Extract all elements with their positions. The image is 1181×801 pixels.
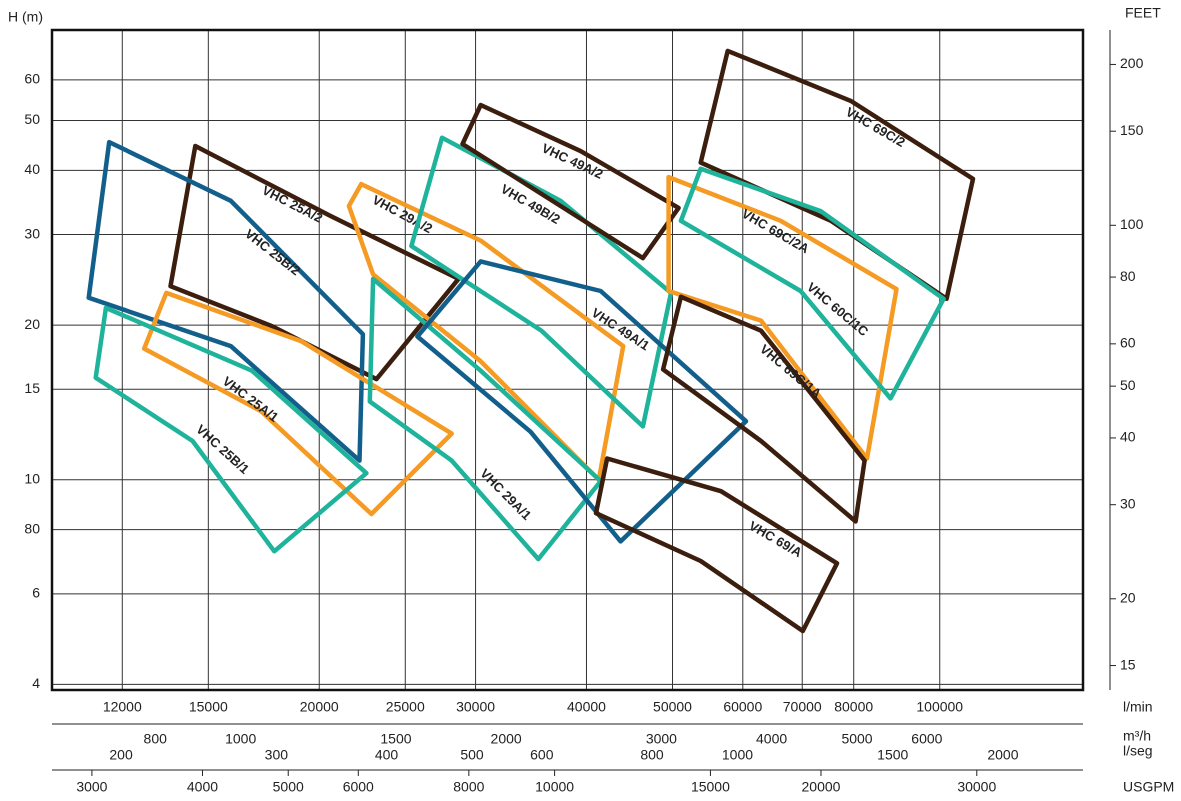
pump-envelope bbox=[698, 48, 976, 302]
x2-tick-label: 1500 bbox=[380, 731, 411, 747]
x2-tick-label: 300 bbox=[265, 747, 289, 763]
x-tick-label: 60000 bbox=[723, 699, 762, 715]
x-tick-label: 25000 bbox=[386, 699, 425, 715]
envelope-label: VHC 69C/2 bbox=[843, 104, 907, 150]
x2-tick-label: 800 bbox=[144, 731, 168, 747]
x-axis-label: USGPM bbox=[1123, 779, 1174, 795]
x2-tick-label: 3000 bbox=[76, 779, 107, 795]
pump-envelope bbox=[460, 102, 681, 261]
y-tick-label: 20 bbox=[24, 316, 40, 332]
x2-tick-label: 400 bbox=[375, 747, 399, 763]
x-axis-label: l/seg bbox=[1123, 743, 1153, 759]
x2-tick-label: 200 bbox=[109, 747, 133, 763]
y2-tick-label: 200 bbox=[1120, 55, 1144, 71]
envelope-label: VHC 69C/1A bbox=[757, 341, 825, 401]
plot-frame bbox=[50, 28, 1085, 692]
x2-tick-label: 1000 bbox=[225, 731, 256, 747]
x2-tick-label: 10000 bbox=[535, 779, 574, 795]
y2-tick-label: 50 bbox=[1120, 377, 1136, 393]
pump-envelope bbox=[666, 174, 899, 461]
y2-tick-label: 20 bbox=[1120, 589, 1136, 605]
x2-tick-label: 5000 bbox=[841, 731, 872, 747]
x-axis-label: l/min bbox=[1123, 699, 1153, 715]
pump-envelope bbox=[593, 456, 840, 634]
envelope-label: VHC 29A/1 bbox=[477, 466, 534, 523]
y-tick-label: 4 bbox=[32, 675, 40, 691]
y2-tick-label: 30 bbox=[1120, 495, 1136, 511]
y-tick-label: 15 bbox=[24, 380, 40, 396]
x-tick-label: 80000 bbox=[834, 699, 873, 715]
pump-envelope bbox=[409, 135, 674, 429]
y-tick-label: 30 bbox=[24, 225, 40, 241]
x2-tick-label: 6000 bbox=[911, 731, 942, 747]
x2-tick-label: 800 bbox=[640, 747, 664, 763]
y-tick-label: 80 bbox=[24, 520, 40, 536]
y2-tick-label: 100 bbox=[1120, 216, 1144, 232]
x2-tick-label: 2000 bbox=[987, 747, 1018, 763]
pump-envelope bbox=[93, 305, 369, 554]
pump-envelope bbox=[678, 166, 946, 401]
y2-axis-label: FEET bbox=[1125, 5, 1161, 21]
x2-tick-label: 30000 bbox=[957, 779, 996, 795]
x2-tick-label: 1000 bbox=[722, 747, 753, 763]
x2-tick-label: 2000 bbox=[491, 731, 522, 747]
envelope-label: VHC 25B/1 bbox=[193, 422, 252, 477]
x2-tick-label: 1500 bbox=[877, 747, 908, 763]
y2-tick-label: 60 bbox=[1120, 335, 1136, 351]
envelope-label: VHC 25B/2 bbox=[242, 226, 303, 278]
x2-tick-label: 5000 bbox=[273, 779, 304, 795]
y2-tick-label: 150 bbox=[1120, 122, 1144, 138]
y-tick-label: 6 bbox=[32, 585, 40, 601]
pump-envelope bbox=[346, 181, 626, 483]
x2-tick-label: 8000 bbox=[453, 779, 484, 795]
x-tick-label: 20000 bbox=[300, 699, 339, 715]
x-tick-label: 12000 bbox=[103, 699, 142, 715]
envelope-label: VHC 25A/2 bbox=[260, 182, 325, 225]
x2-tick-label: 3000 bbox=[646, 731, 677, 747]
x2-tick-label: 500 bbox=[460, 747, 484, 763]
y-tick-label: 40 bbox=[24, 161, 40, 177]
pump-envelope bbox=[168, 143, 461, 382]
pump-envelope bbox=[415, 259, 749, 544]
x2-tick-label: 15000 bbox=[691, 779, 730, 795]
x-axis-label: m³/h bbox=[1123, 728, 1151, 744]
pump-envelope bbox=[367, 276, 603, 562]
x-tick-label: 70000 bbox=[783, 699, 822, 715]
x2-tick-label: 600 bbox=[530, 747, 554, 763]
x2-tick-label: 6000 bbox=[343, 779, 374, 795]
x2-tick-label: 4000 bbox=[756, 731, 787, 747]
y-tick-label: 50 bbox=[24, 111, 40, 127]
x-tick-label: 30000 bbox=[456, 699, 495, 715]
y2-tick-label: 80 bbox=[1120, 268, 1136, 284]
y2-tick-label: 40 bbox=[1120, 429, 1136, 445]
x2-tick-label: 4000 bbox=[187, 779, 218, 795]
pump-envelope bbox=[141, 290, 454, 517]
pump-envelope bbox=[86, 139, 366, 463]
x-tick-label: 40000 bbox=[567, 699, 606, 715]
y-axis-label: H (m) bbox=[8, 9, 43, 25]
x-tick-label: 50000 bbox=[653, 699, 692, 715]
y-tick-label: 60 bbox=[24, 71, 40, 87]
x-tick-label: 100000 bbox=[916, 699, 963, 715]
y-tick-label: 10 bbox=[24, 471, 40, 487]
pump-envelope bbox=[660, 294, 867, 524]
y2-tick-label: 15 bbox=[1120, 656, 1136, 672]
x-tick-label: 15000 bbox=[189, 699, 228, 715]
x2-tick-label: 20000 bbox=[802, 779, 841, 795]
